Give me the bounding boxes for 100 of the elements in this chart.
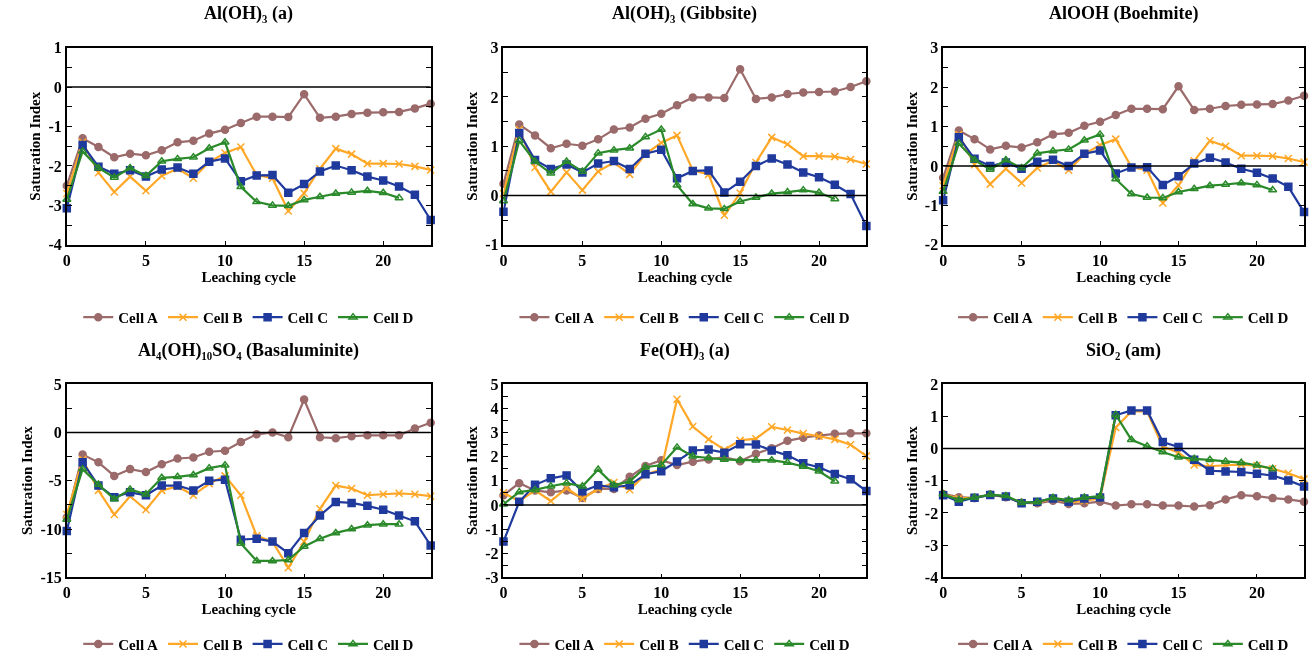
legend-label: Cell D (1247, 310, 1289, 327)
legend-label: Cell B (1077, 636, 1118, 653)
x-axis-title: Leaching cycle (201, 268, 297, 285)
y-tick-label: -4 (48, 236, 62, 254)
y-tick-label: 2 (930, 78, 939, 96)
legend-label: Cell A (118, 310, 158, 327)
legend-label: Cell B (203, 310, 243, 327)
x-tick-label: 20 (1248, 584, 1265, 602)
y-tick-label: 2 (490, 448, 499, 466)
y-tick-label: -5 (48, 472, 62, 490)
y-tick-label: -10 (40, 520, 62, 538)
y-axis-title: Saturation Index (463, 425, 480, 536)
x-axis-title: Leaching cycle (1076, 601, 1172, 618)
y-axis-title: Saturation Index (463, 91, 480, 201)
legend-label: Cell A (118, 636, 158, 653)
x-tick-label: 15 (732, 584, 749, 602)
legend-label: Cell D (1247, 636, 1289, 653)
y-tick-label: -2 (48, 157, 62, 175)
y-tick-label: -2 (924, 504, 939, 522)
y-tick-label: 0 (930, 440, 939, 458)
y-tick-label: 1 (490, 472, 499, 490)
x-axis-title: Leaching cycle (637, 601, 733, 618)
x-tick-label: 10 (653, 584, 670, 602)
chart-title: Al(OH)₃ (Gibbsite) (612, 3, 757, 24)
y-tick-label: 2 (930, 375, 939, 393)
y-tick-label: -3 (924, 536, 939, 554)
y-tick-label: 1 (53, 39, 62, 57)
x-tick-label: 10 (217, 251, 234, 269)
y-tick-label: 1 (930, 118, 939, 136)
y-tick-label: 4 (490, 399, 499, 417)
y-axis-title: Saturation Index (27, 91, 44, 201)
y-tick-label: 0 (490, 496, 499, 514)
legend-label: Cell D (809, 636, 850, 653)
x-tick-label: 20 (375, 584, 392, 602)
legend-label: Cell D (373, 636, 414, 653)
y-tick-label: -3 (48, 197, 62, 215)
y-tick-label: -1 (48, 118, 62, 136)
x-tick-label: 5 (578, 251, 587, 269)
x-tick-label: 5 (141, 251, 150, 269)
x-axis-title: Leaching cycle (201, 601, 297, 618)
legend-label: Cell B (203, 636, 243, 653)
chart-title: SiO₂ (am) (1086, 340, 1161, 361)
x-tick-label: 5 (1017, 251, 1026, 269)
y-tick-label: -1 (485, 520, 499, 538)
x-tick-label: 15 (296, 584, 313, 602)
y-tick-label: -1 (485, 236, 499, 254)
legend-label: Cell B (639, 636, 679, 653)
y-tick-label: 3 (490, 423, 499, 441)
legend-label: Cell B (639, 310, 679, 327)
chart-title: Al(OH)₃ (a) (204, 3, 293, 24)
legend-label: Cell C (723, 310, 765, 327)
y-tick-label: -2 (485, 544, 499, 562)
legend-label: Cell C (1162, 310, 1203, 327)
x-tick-label: 20 (375, 251, 392, 269)
y-tick-label: -1 (924, 472, 939, 490)
legend-label: Cell C (723, 636, 765, 653)
legend-label: Cell D (373, 310, 414, 327)
y-tick-label: 0 (53, 78, 62, 96)
y-tick-label: 2 (490, 88, 499, 106)
y-tick-label: -15 (40, 568, 62, 586)
x-tick-label: 10 (1092, 251, 1109, 269)
y-axis-title: Saturation Index (903, 425, 920, 536)
y-tick-label: 5 (53, 375, 62, 393)
x-tick-label: 15 (1170, 251, 1187, 269)
x-axis-title: Leaching cycle (637, 268, 733, 285)
y-tick-label: 1 (930, 407, 939, 425)
x-tick-label: 10 (217, 584, 234, 602)
x-tick-label: 10 (653, 251, 670, 269)
y-tick-label: 3 (930, 39, 939, 57)
y-axis-title: Saturation Index (903, 91, 920, 201)
y-tick-label: -4 (924, 568, 939, 586)
y-tick-label: -2 (924, 236, 939, 254)
y-tick-label: 1 (490, 137, 499, 155)
x-tick-label: 5 (141, 584, 150, 602)
x-tick-label: 20 (1248, 251, 1265, 269)
legend-label: Cell C (1162, 636, 1203, 653)
legend-label: Cell A (554, 636, 595, 653)
x-tick-label: 10 (1092, 584, 1109, 602)
legend-label: Cell D (809, 310, 850, 327)
y-axis-title: Saturation Index (19, 425, 36, 536)
legend-label: Cell A (993, 636, 1033, 653)
y-tick-label: 3 (490, 39, 499, 57)
x-tick-label: 20 (811, 251, 828, 269)
legend-label: Cell C (287, 310, 329, 327)
x-tick-label: 15 (1170, 584, 1187, 602)
y-tick-label: 0 (930, 157, 939, 175)
legend-label: Cell A (993, 310, 1033, 327)
x-tick-label: 15 (732, 251, 749, 269)
y-tick-label: -1 (924, 197, 939, 215)
y-tick-label: -3 (485, 568, 499, 586)
chart-title: Fe(OH)₃ (a) (640, 340, 730, 361)
x-axis-title: Leaching cycle (1076, 268, 1172, 285)
x-tick-label: 5 (578, 584, 587, 602)
x-tick-label: 15 (296, 251, 313, 269)
x-tick-label: 20 (811, 584, 828, 602)
y-tick-label: 5 (490, 375, 499, 393)
legend-label: Cell C (287, 636, 329, 653)
chart-title: AlOOH (Boehmite) (1049, 3, 1199, 24)
y-tick-label: 0 (53, 423, 62, 441)
x-tick-label: 5 (1017, 584, 1026, 602)
